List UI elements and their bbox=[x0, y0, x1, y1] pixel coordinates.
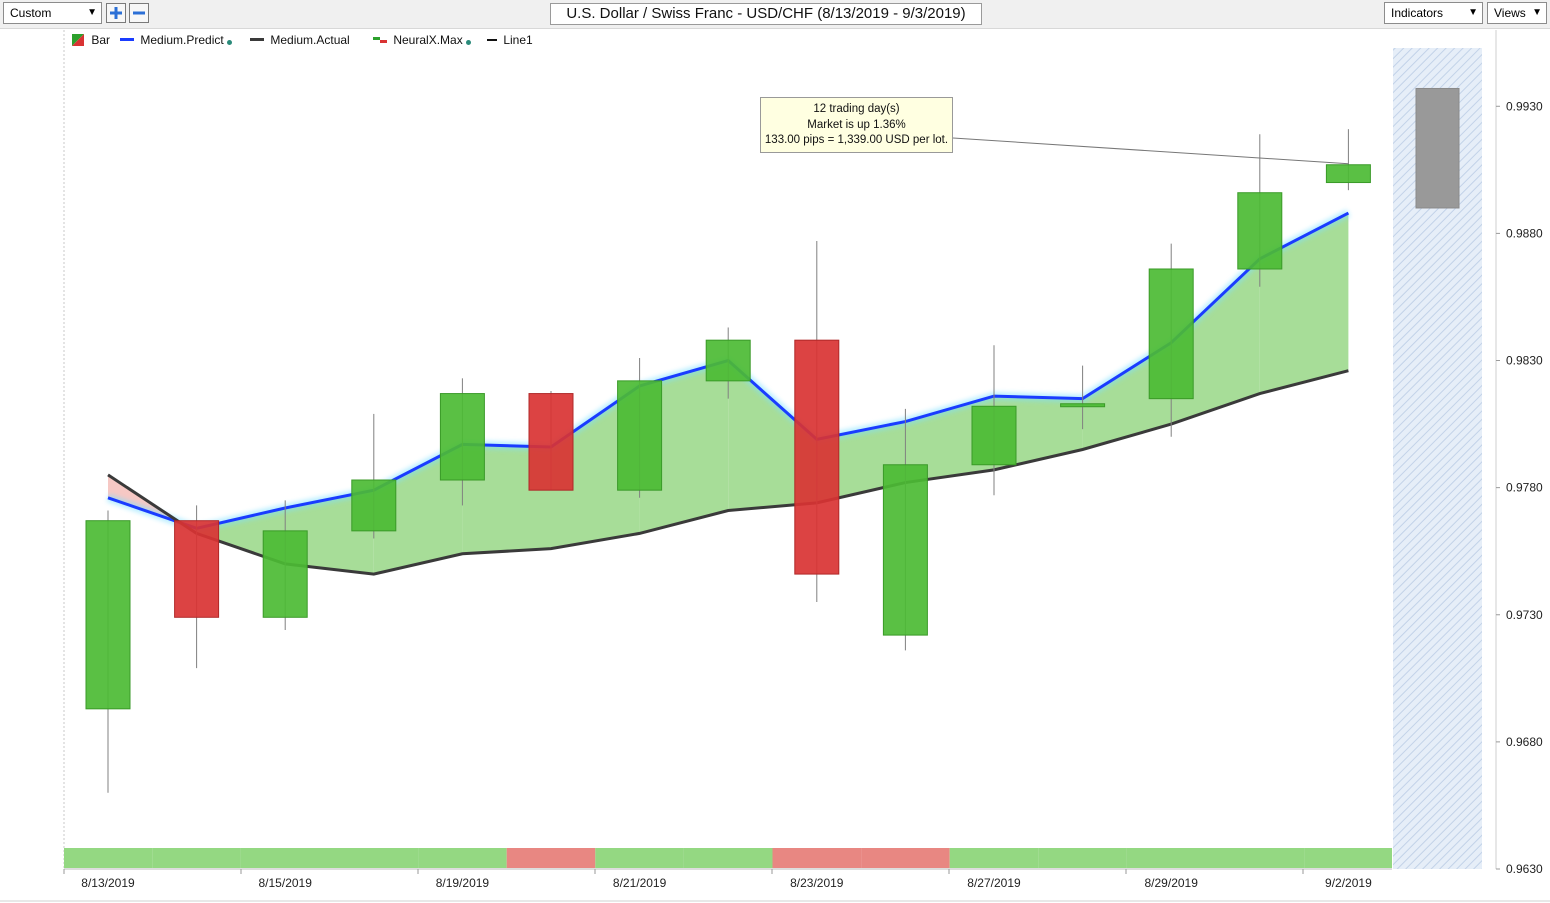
x-tick-label: 8/29/2019 bbox=[1145, 876, 1199, 890]
trend-strip-cell bbox=[329, 848, 419, 868]
y-tick-label: 0.9780 bbox=[1506, 481, 1543, 495]
candle-body bbox=[1060, 403, 1106, 408]
chevron-down-icon: ▼ bbox=[1468, 7, 1478, 18]
trend-strip-cell bbox=[152, 848, 241, 868]
candle-body bbox=[1325, 164, 1371, 184]
candle-body bbox=[1148, 268, 1194, 400]
zoom-out-button[interactable] bbox=[129, 3, 149, 23]
line-swatch-icon bbox=[120, 38, 134, 41]
candle-body bbox=[528, 393, 574, 491]
tooltip-days: 12 trading day(s) bbox=[813, 103, 900, 115]
legend-item-medium-predict[interactable]: Medium.Predict bbox=[120, 33, 232, 47]
preset-value: Custom bbox=[10, 6, 52, 20]
legend-item-neuralx-max[interactable]: NeuralX.Max bbox=[373, 33, 471, 47]
views-label: Views bbox=[1494, 6, 1526, 20]
neuralx-max-bar bbox=[1415, 87, 1460, 209]
legend-item-line1[interactable]: Line1 bbox=[487, 33, 533, 47]
candle-body bbox=[351, 479, 397, 532]
x-tick-label: 8/23/2019 bbox=[790, 876, 844, 890]
legend-label: Bar bbox=[91, 33, 111, 47]
trend-strip-cell bbox=[506, 848, 596, 868]
y-tick-label: 0.9730 bbox=[1506, 608, 1543, 622]
medium-actual-line bbox=[107, 369, 1349, 576]
preset-dropdown[interactable]: Custom ▼ bbox=[3, 2, 102, 24]
trend-strip-cell bbox=[418, 848, 507, 868]
trend-strip-cell bbox=[861, 848, 950, 868]
candle-body bbox=[85, 520, 131, 710]
zoom-in-button[interactable] bbox=[106, 3, 126, 23]
dot-icon bbox=[226, 40, 232, 45]
tooltip-change: Market is up 1.36% bbox=[807, 118, 906, 131]
trend-strip-cell bbox=[1215, 848, 1305, 868]
trend-strip-cell bbox=[1126, 848, 1216, 868]
x-tick-label: 8/13/2019 bbox=[81, 876, 135, 890]
neural-swatch-icon bbox=[373, 37, 387, 43]
chevron-down-icon: ▼ bbox=[1532, 7, 1542, 18]
candle-body bbox=[174, 520, 220, 618]
tooltip-pips: 133.00 pips = 1,339.00 USD per lot. bbox=[764, 134, 949, 146]
minus-icon bbox=[133, 11, 145, 15]
candle-body bbox=[794, 339, 840, 575]
trend-strip-cell bbox=[1304, 848, 1392, 868]
y-tick-label: 0.9830 bbox=[1506, 354, 1543, 368]
views-dropdown[interactable]: Views ▼ bbox=[1487, 2, 1547, 24]
trend-strip-cell bbox=[64, 848, 153, 868]
trade-tooltip: 12 trading day(s) Market is up 1.36% 133… bbox=[760, 97, 953, 153]
trend-strip-cell bbox=[240, 848, 330, 868]
candle-body bbox=[971, 405, 1017, 466]
legend-item-bar[interactable]: Bar bbox=[72, 33, 110, 47]
legend-label: Line1 bbox=[503, 33, 533, 47]
candle-body bbox=[617, 380, 663, 491]
trend-strip-cell bbox=[772, 848, 862, 868]
trend-strip-cell bbox=[683, 848, 773, 868]
y-tick-label: 0.9630 bbox=[1506, 862, 1543, 876]
x-tick-label: 8/21/2019 bbox=[613, 876, 667, 890]
candle-body bbox=[439, 393, 485, 481]
line-swatch-icon bbox=[250, 38, 264, 41]
candle-body bbox=[262, 530, 308, 618]
trend-strip-cell bbox=[949, 848, 1039, 868]
dot-icon bbox=[465, 40, 471, 45]
y-tick-label: 0.9680 bbox=[1506, 735, 1543, 749]
y-tick-label: 0.9880 bbox=[1506, 226, 1543, 240]
plus-icon bbox=[110, 7, 122, 19]
toolbar: Custom ▼ U.S. Dollar / Swiss Franc - USD… bbox=[0, 0, 1550, 29]
line-swatch-icon bbox=[487, 39, 497, 41]
chevron-down-icon: ▼ bbox=[87, 7, 97, 18]
x-tick-label: 8/15/2019 bbox=[259, 876, 313, 890]
y-tick-label: 0.9930 bbox=[1506, 99, 1543, 113]
chart-title: U.S. Dollar / Swiss Franc - USD/CHF (8/1… bbox=[550, 3, 982, 25]
indicators-dropdown[interactable]: Indicators ▼ bbox=[1384, 2, 1483, 24]
bar-swatch-icon bbox=[72, 34, 84, 46]
x-tick-label: 8/19/2019 bbox=[436, 876, 490, 890]
x-tick-label: 8/27/2019 bbox=[967, 876, 1021, 890]
candle-body bbox=[705, 339, 751, 382]
legend-label: Medium.Actual bbox=[270, 33, 350, 47]
candle-body bbox=[1237, 192, 1283, 270]
candle-body bbox=[882, 464, 928, 636]
legend-label: NeuralX.Max bbox=[393, 33, 463, 47]
tooltip-leader-line bbox=[952, 137, 1349, 165]
indicators-label: Indicators bbox=[1391, 6, 1444, 20]
legend-label: Medium.Predict bbox=[140, 33, 224, 47]
trend-strip-cell bbox=[1038, 848, 1127, 868]
legend-item-medium-actual[interactable]: Medium.Actual bbox=[250, 33, 350, 47]
trend-strip-cell bbox=[595, 848, 684, 868]
x-tick-label: 9/2/2019 bbox=[1325, 876, 1372, 890]
